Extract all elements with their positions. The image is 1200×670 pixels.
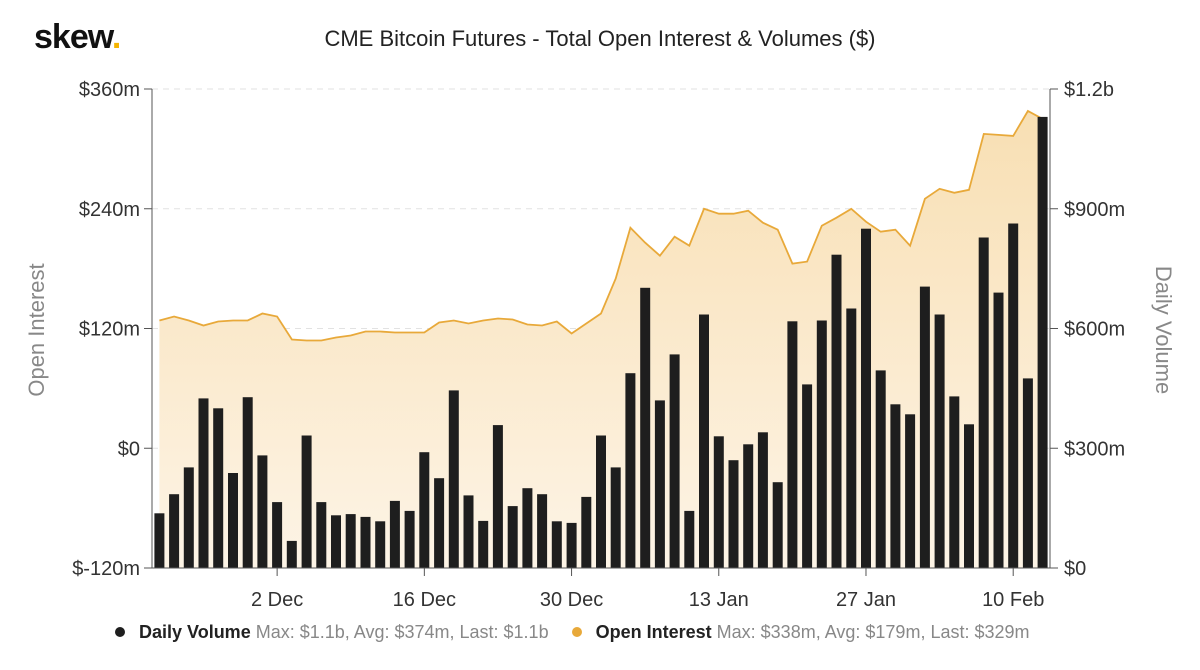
volume-bar[interactable] bbox=[448, 390, 459, 568]
logo-text: skew bbox=[34, 18, 113, 56]
left-axis-label: Open Interest bbox=[24, 263, 49, 396]
volume-bar[interactable] bbox=[169, 494, 180, 568]
volume-bar[interactable] bbox=[669, 354, 680, 568]
volume-bar[interactable] bbox=[286, 540, 297, 568]
volume-bar[interactable] bbox=[316, 502, 327, 568]
left-tick-label: $360m bbox=[79, 79, 140, 101]
legend-item-open-interest[interactable]: Open Interest Max: $338m, Avg: $179m, La… bbox=[571, 622, 1030, 643]
x-axis-ticks: 2 Dec 16 Dec 30 Dec 13 Jan 27 Jan 10 Feb bbox=[251, 568, 1044, 611]
left-tick-label: $240m bbox=[79, 199, 140, 221]
volume-bar[interactable] bbox=[757, 432, 768, 568]
volume-bar[interactable] bbox=[507, 506, 518, 568]
volume-bar[interactable] bbox=[934, 314, 945, 569]
right-tick-label: $0 bbox=[1064, 558, 1086, 580]
left-tick-label: $120m bbox=[79, 319, 140, 341]
volume-bar[interactable] bbox=[875, 370, 886, 568]
volume-bar[interactable] bbox=[537, 494, 548, 568]
volume-bar[interactable] bbox=[978, 237, 989, 569]
x-tick-label: 2 Dec bbox=[251, 589, 303, 611]
volume-bar[interactable] bbox=[272, 502, 283, 568]
volume-bar[interactable] bbox=[890, 404, 901, 568]
volume-bar[interactable] bbox=[640, 287, 651, 568]
volume-bars bbox=[154, 116, 1048, 569]
open-interest-dot-icon bbox=[571, 627, 582, 638]
volume-bar[interactable] bbox=[993, 292, 1004, 568]
open-interest-line bbox=[159, 109, 1044, 342]
volume-bar[interactable] bbox=[743, 444, 754, 568]
volume-bar[interactable] bbox=[964, 424, 974, 568]
volume-bar[interactable] bbox=[389, 500, 400, 568]
volume-bar[interactable] bbox=[684, 510, 695, 568]
volume-bar[interactable] bbox=[596, 435, 606, 569]
left-tick-label: $0 bbox=[118, 438, 140, 460]
right-tick-label: $600m bbox=[1064, 319, 1125, 341]
volume-bar[interactable] bbox=[198, 398, 209, 568]
volume-bar[interactable] bbox=[728, 460, 739, 568]
volume-bar[interactable] bbox=[419, 452, 430, 568]
volume-bar[interactable] bbox=[257, 455, 268, 568]
x-tick-label: 16 Dec bbox=[393, 589, 456, 611]
volume-bar[interactable] bbox=[787, 321, 798, 568]
volume-bar[interactable] bbox=[625, 373, 636, 568]
volume-bar[interactable] bbox=[360, 516, 371, 568]
volume-bar[interactable] bbox=[1037, 116, 1048, 569]
x-tick-label: 30 Dec bbox=[540, 589, 603, 611]
daily-volume-dot-icon bbox=[115, 627, 125, 638]
volume-bar[interactable] bbox=[183, 467, 194, 568]
right-tick-label: $1.2b bbox=[1064, 79, 1114, 101]
left-tick-label: $-120m bbox=[72, 558, 140, 580]
volume-bar[interactable] bbox=[154, 513, 165, 568]
volume-bar[interactable] bbox=[492, 425, 503, 568]
volume-bar[interactable] bbox=[242, 397, 253, 568]
volume-bar[interactable] bbox=[1022, 378, 1033, 568]
volume-bar[interactable] bbox=[772, 482, 783, 568]
volume-bar[interactable] bbox=[301, 435, 312, 569]
legend-name: Open Interest bbox=[595, 622, 712, 642]
right-tick-label: $900m bbox=[1064, 199, 1125, 221]
right-axis-label: Daily Volume bbox=[1151, 266, 1176, 394]
volume-bar[interactable] bbox=[816, 320, 827, 569]
volume-bar[interactable] bbox=[699, 314, 709, 569]
volume-bar[interactable] bbox=[802, 384, 813, 568]
volume-bar[interactable] bbox=[949, 396, 960, 568]
volume-bar[interactable] bbox=[551, 521, 562, 568]
volume-bar[interactable] bbox=[404, 510, 415, 568]
volume-bar[interactable] bbox=[522, 488, 533, 568]
volume-bar[interactable] bbox=[434, 478, 445, 568]
volume-bar[interactable] bbox=[463, 495, 474, 568]
x-tick-label: 10 Feb bbox=[982, 589, 1044, 611]
legend-item-daily-volume[interactable]: Daily Volume Max: $1.1b, Avg: $374m, Las… bbox=[115, 622, 549, 643]
volume-bar[interactable] bbox=[846, 308, 857, 569]
skew-logo: skew. bbox=[34, 18, 122, 57]
volume-bar[interactable] bbox=[1008, 223, 1019, 569]
volume-bar[interactable] bbox=[228, 473, 238, 568]
volume-bar[interactable] bbox=[581, 496, 592, 568]
chart-title: CME Bitcoin Futures - Total Open Interes… bbox=[324, 26, 876, 51]
volume-bar[interactable] bbox=[905, 414, 916, 568]
volume-bar[interactable] bbox=[566, 522, 577, 568]
volume-bar[interactable] bbox=[213, 408, 224, 568]
right-axis-ticks: $1.2b $900m $600m $300m $0 bbox=[1050, 79, 1125, 580]
volume-bar[interactable] bbox=[654, 400, 665, 568]
logo-dot: . bbox=[111, 18, 122, 56]
volume-bar[interactable] bbox=[478, 520, 489, 568]
legend-stats: Max: $338m, Avg: $179m, Last: $329m bbox=[716, 622, 1030, 642]
volume-bar[interactable] bbox=[919, 286, 930, 568]
volume-bar[interactable] bbox=[831, 254, 842, 568]
volume-bar[interactable] bbox=[345, 514, 356, 568]
left-axis-ticks: $360m $240m $120m $0 $-120m bbox=[72, 79, 152, 580]
right-tick-label: $300m bbox=[1064, 438, 1125, 460]
x-tick-label: 27 Jan bbox=[836, 589, 896, 611]
x-tick-label: 13 Jan bbox=[689, 589, 749, 611]
legend-stats: Max: $1.1b, Avg: $374m, Last: $1.1b bbox=[255, 622, 549, 642]
volume-bar[interactable] bbox=[375, 521, 386, 568]
volume-bar[interactable] bbox=[331, 515, 341, 568]
legend: Daily Volume Max: $1.1b, Avg: $374m, Las… bbox=[115, 622, 1048, 643]
legend-name: Daily Volume bbox=[139, 622, 251, 642]
volume-bar[interactable] bbox=[713, 436, 724, 568]
volume-bar[interactable] bbox=[610, 467, 621, 568]
volume-bar[interactable] bbox=[861, 228, 871, 568]
